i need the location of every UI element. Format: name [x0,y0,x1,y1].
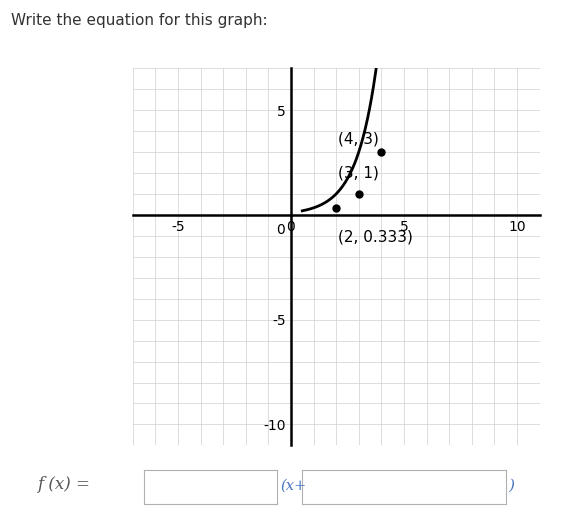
Text: ): ) [508,479,514,493]
Text: (x+: (x+ [281,479,307,493]
Text: (4, 3): (4, 3) [338,132,379,147]
Text: 0: 0 [277,223,285,237]
Text: (2, 0.333): (2, 0.333) [338,230,414,245]
Text: f (x) =: f (x) = [37,476,90,493]
Text: Write the equation for this graph:: Write the equation for this graph: [11,13,268,28]
Text: (3, 1): (3, 1) [338,166,379,180]
